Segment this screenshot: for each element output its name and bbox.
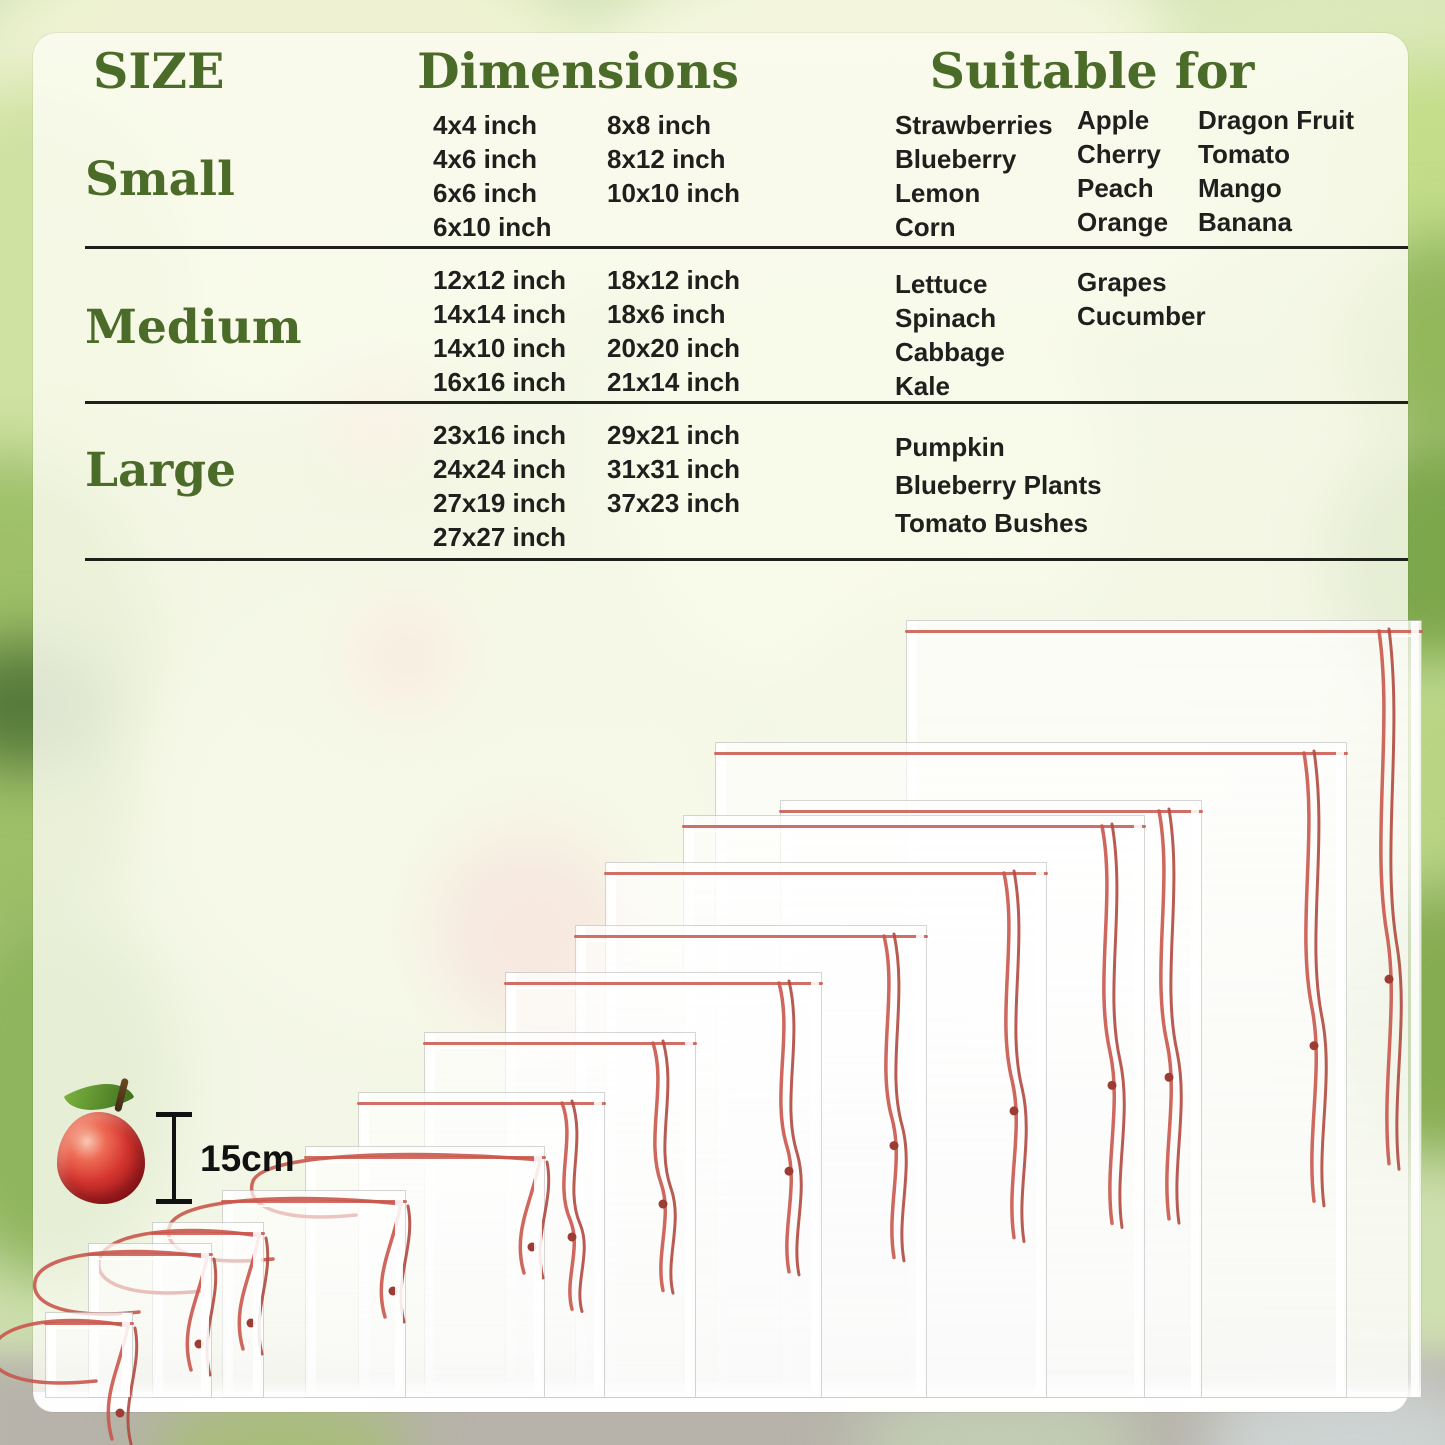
list-item: Dragon Fruit bbox=[1198, 105, 1354, 135]
header-suitable-for: Suitable for bbox=[929, 42, 1255, 100]
list-item: 14x10 inch bbox=[433, 333, 566, 363]
list-item: Blueberry bbox=[895, 144, 1017, 174]
list-item: 6x6 inch bbox=[433, 178, 538, 208]
list-item: Kale bbox=[895, 371, 950, 401]
list-item: 27x19 inch bbox=[433, 488, 566, 518]
list-item: 20x20 inch bbox=[607, 333, 740, 363]
list-item: Tomato bbox=[1198, 139, 1290, 169]
small-dimensions-col1: 4x4 inch 4x6 inch 6x6 inch 6x10 inch bbox=[433, 108, 552, 244]
list-item: 12x12 inch bbox=[433, 265, 566, 295]
list-item: Spinach bbox=[895, 303, 997, 333]
list-item: Banana bbox=[1198, 207, 1292, 237]
list-item: 8x8 inch bbox=[607, 110, 712, 140]
mesh-bag bbox=[0, 1312, 139, 1445]
row-divider bbox=[85, 401, 1408, 404]
small-suitable-col2: Apple Cherry Peach Orange bbox=[1077, 103, 1168, 239]
list-item: Peach bbox=[1077, 173, 1154, 203]
drawstring-cord-icon bbox=[651, 1039, 677, 1295]
drawstring-cord-icon bbox=[1377, 627, 1403, 1171]
scale-label: 15cm bbox=[200, 1138, 295, 1179]
small-suitable-col1: Strawberries Blueberry Lemon Corn bbox=[895, 108, 1053, 244]
drawstring-cord-icon bbox=[0, 1318, 139, 1445]
drawstring-cord-icon bbox=[560, 1099, 586, 1313]
drawstring-cord-icon bbox=[1157, 807, 1183, 1225]
list-item: Apple bbox=[1077, 105, 1150, 135]
drawstring-cord-icon bbox=[882, 932, 908, 1263]
list-item: 21x14 inch bbox=[607, 367, 740, 397]
list-item: 4x6 inch bbox=[433, 144, 538, 174]
list-item: 14x14 inch bbox=[433, 299, 566, 329]
list-item: Cabbage bbox=[895, 337, 1005, 367]
list-item: 31x31 inch bbox=[607, 454, 740, 484]
list-item: Lettuce bbox=[895, 269, 988, 299]
list-item: 18x12 inch bbox=[607, 265, 740, 295]
list-item: Corn bbox=[895, 212, 956, 242]
row-label-large: Large bbox=[85, 443, 237, 498]
list-item: Orange bbox=[1077, 207, 1169, 237]
small-dimensions-col2: 8x8 inch 8x12 inch 10x10 inch bbox=[607, 108, 740, 210]
medium-suitable-col1: Lettuce Spinach Cabbage Kale bbox=[895, 267, 1005, 403]
header-size: SIZE bbox=[93, 42, 225, 100]
list-item: Mango bbox=[1198, 173, 1282, 203]
list-item: 27x27 inch bbox=[433, 522, 566, 552]
medium-dimensions-col2: 18x12 inch 18x6 inch 20x20 inch 21x14 inch bbox=[607, 263, 740, 399]
list-item: 24x24 inch bbox=[433, 454, 566, 484]
list-item: 18x6 inch bbox=[607, 299, 726, 329]
row-divider bbox=[85, 246, 1408, 249]
header-dimensions: Dimensions bbox=[417, 42, 739, 100]
drawstring-cord-icon bbox=[777, 979, 803, 1277]
small-suitable-col3: Dragon Fruit Tomato Mango Banana bbox=[1198, 103, 1354, 239]
list-item: 4x4 inch bbox=[433, 110, 538, 140]
large-suitable-col1: Pumpkin Blueberry Plants Tomato Bushes bbox=[895, 428, 1102, 542]
list-item: Lemon bbox=[895, 178, 981, 208]
medium-dimensions-col1: 12x12 inch 14x14 inch 14x10 inch 16x16 inch bbox=[433, 263, 566, 399]
list-item: Cherry bbox=[1077, 139, 1161, 169]
medium-suitable-col2: Grapes Cucumber bbox=[1077, 265, 1206, 333]
list-item: Tomato Bushes bbox=[895, 508, 1089, 538]
row-label-medium: Medium bbox=[85, 300, 302, 355]
large-dimensions-col2: 29x21 inch 31x31 inch 37x23 inch bbox=[607, 418, 740, 520]
list-item: 29x21 inch bbox=[607, 420, 740, 450]
row-divider bbox=[85, 558, 1408, 561]
row-label-small: Small bbox=[85, 152, 235, 207]
list-item: Grapes bbox=[1077, 267, 1167, 297]
list-item: Strawberries bbox=[895, 110, 1053, 140]
drawstring-cord-icon bbox=[1100, 822, 1126, 1229]
list-item: 37x23 inch bbox=[607, 488, 740, 518]
list-item: 23x16 inch bbox=[433, 420, 566, 450]
large-dimensions-col1: 23x16 inch 24x24 inch 27x19 inch 27x27 inch bbox=[433, 418, 566, 554]
drawstring-cord-icon bbox=[1002, 869, 1028, 1243]
scale-bar bbox=[156, 1112, 192, 1204]
list-item: Cucumber bbox=[1077, 301, 1206, 331]
list-item: Pumpkin bbox=[895, 432, 1005, 462]
list-item: 8x12 inch bbox=[607, 144, 726, 174]
list-item: 16x16 inch bbox=[433, 367, 566, 397]
list-item: 10x10 inch bbox=[607, 178, 740, 208]
apple-icon bbox=[57, 1112, 145, 1204]
list-item: 6x10 inch bbox=[433, 212, 552, 242]
drawstring-cord-icon bbox=[1302, 749, 1328, 1208]
list-item: Blueberry Plants bbox=[895, 470, 1102, 500]
